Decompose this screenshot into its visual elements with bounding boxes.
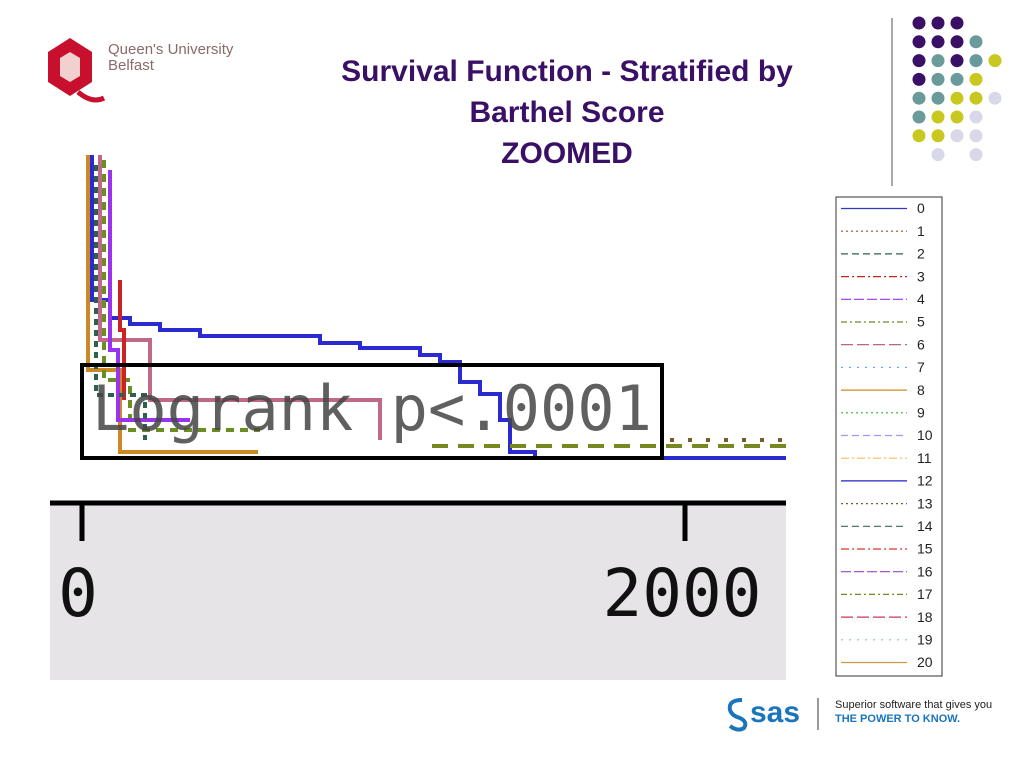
dot	[912, 35, 926, 49]
university-logo: Queen's University Belfast	[48, 38, 234, 103]
legend-label: 9	[917, 405, 925, 421]
legend-label: 16	[917, 563, 933, 579]
x-tick-label: 0	[58, 555, 98, 632]
dot	[950, 91, 964, 105]
dot	[969, 54, 983, 68]
tagline: THE POWER TO KNOW.	[835, 713, 960, 725]
dot	[912, 129, 926, 143]
dot	[969, 35, 983, 49]
dot	[950, 129, 964, 143]
legend-label: 5	[917, 314, 925, 330]
curve	[94, 165, 147, 440]
dot	[950, 35, 964, 49]
legend-label: 1	[917, 223, 925, 239]
x-tick-label: 2000	[603, 555, 762, 632]
curve	[90, 155, 786, 460]
dot	[988, 54, 1002, 68]
dot	[931, 72, 945, 86]
title: Survival Function - Stratified by	[341, 55, 793, 88]
title: Barthel Score	[469, 96, 664, 129]
dot	[969, 110, 983, 124]
curve	[108, 170, 190, 422]
legend-label: 4	[917, 291, 925, 307]
sas-logo: sas Superior software that gives you THE…	[727, 696, 992, 732]
annotation-box	[80, 363, 664, 460]
dot	[931, 91, 945, 105]
dot	[931, 54, 945, 68]
dot	[931, 16, 945, 30]
legend-label: 10	[917, 427, 933, 443]
legend-label: 12	[917, 473, 933, 489]
dot	[950, 110, 964, 124]
dot	[969, 148, 983, 162]
decorative-dots	[912, 16, 1002, 162]
logo-text: Belfast	[108, 57, 155, 74]
legend-label: 20	[917, 654, 933, 670]
curve	[102, 160, 260, 432]
legend-label: 18	[917, 609, 933, 625]
legend-label: 15	[917, 541, 933, 557]
dot	[912, 54, 926, 68]
tagline: Superior software that gives you	[835, 699, 992, 711]
dot	[950, 72, 964, 86]
sas-brand: sas	[750, 696, 800, 729]
dot	[912, 72, 926, 86]
title: ZOOMED	[501, 137, 633, 170]
legend-label: 3	[917, 268, 925, 284]
dot	[912, 110, 926, 124]
dot	[969, 72, 983, 86]
legend-label: 2	[917, 246, 925, 262]
legend-label: 0	[917, 200, 925, 216]
legend-label: 11	[917, 450, 932, 466]
axis-background	[50, 503, 786, 680]
legend-label: 19	[917, 632, 933, 648]
sas-swirl	[727, 698, 748, 732]
legend-label: 7	[917, 359, 925, 375]
logo-tail	[76, 90, 106, 103]
dot	[931, 148, 945, 162]
legend-label: 13	[917, 495, 933, 511]
legend-label: 17	[917, 586, 933, 602]
dot	[931, 110, 945, 124]
dot	[912, 91, 926, 105]
dot	[950, 54, 964, 68]
dot	[969, 129, 983, 143]
dot	[988, 91, 1002, 105]
dot	[931, 129, 945, 143]
curve	[98, 155, 382, 440]
survival-curves	[86, 155, 786, 460]
annotation: Logrank p<.0001	[92, 372, 652, 445]
dot	[912, 16, 926, 30]
dot	[950, 16, 964, 30]
legend-label: 8	[917, 382, 925, 398]
logo-text: Queen's University	[108, 41, 234, 58]
legend-label: 14	[917, 518, 933, 534]
logo-emblem	[60, 52, 80, 82]
legend-label: 6	[917, 336, 925, 352]
dot	[969, 91, 983, 105]
dot	[931, 35, 945, 49]
